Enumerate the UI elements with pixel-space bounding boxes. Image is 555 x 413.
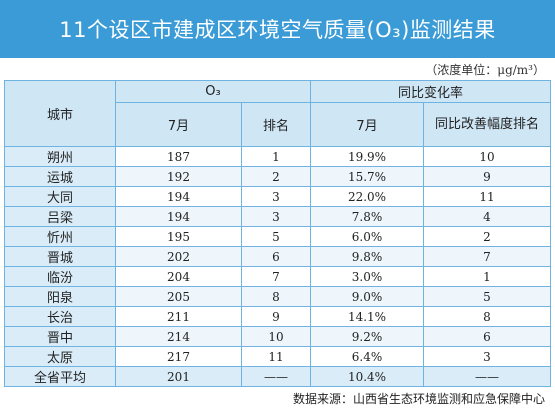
o3-value-cell: 202: [115, 246, 242, 267]
improve-rank-cell: 11: [423, 186, 551, 207]
rank-cell: 8: [241, 286, 311, 307]
improve-rank-cell: 9: [423, 166, 551, 187]
yoy-cell: 9.2%: [310, 326, 424, 347]
rank-cell: 6: [241, 246, 311, 267]
improve-rank-cell: 2: [423, 226, 551, 247]
table-row: 吕梁 194 3 7.8% 4: [4, 206, 551, 227]
table-row: 忻州 195 5 6.0% 2: [4, 226, 551, 247]
o3-value-cell: 192: [115, 166, 242, 187]
city-cell: 吕梁: [4, 206, 116, 227]
city-cell: 阳泉: [4, 286, 116, 307]
yoy-cell: 15.7%: [310, 166, 424, 187]
unit-note: （浓度单位：μg/m³）: [425, 63, 545, 77]
o3-results-table: 城市 O₃ 同比变化率 7月 排名 7月 同比改善幅度排名 朔州 187 1 19.9…: [4, 80, 551, 387]
rank-cell: 2: [241, 166, 311, 187]
yoy-cell: 7.8%: [310, 206, 424, 227]
o3-value-cell: 194: [115, 206, 242, 227]
table-row: 临汾 204 7 3.0% 1: [4, 266, 551, 287]
table-row: 阳泉 205 8 9.0% 5: [4, 286, 551, 307]
header-improve-rank: 同比改善幅度排名: [423, 102, 551, 147]
o3-value-cell: 187: [115, 146, 242, 167]
improve-rank-cell: 1: [423, 266, 551, 287]
rank-cell: 5: [241, 226, 311, 247]
yoy-cell: 6.4%: [310, 346, 424, 367]
city-cell: 晋中: [4, 326, 116, 347]
yoy-cell: 9.0%: [310, 286, 424, 307]
city-cell: 长治: [4, 306, 116, 327]
city-cell: 运城: [4, 166, 116, 187]
table-row: 朔州 187 1 19.9% 10: [4, 146, 551, 167]
o3-value-cell: 194: [115, 186, 242, 207]
city-cell: 临汾: [4, 266, 116, 287]
improve-rank-cell: 6: [423, 326, 551, 347]
table-row: 晋中 214 10 9.2% 6: [4, 326, 551, 347]
o3-value-cell: 211: [115, 306, 242, 327]
improve-rank-cell: 7: [423, 246, 551, 267]
table-row: 太原 217 11 6.4% 3: [4, 346, 551, 367]
header-city: 城市: [4, 80, 116, 147]
rank-cell: 3: [241, 206, 311, 227]
header-yoy-group: 同比变化率: [310, 80, 551, 103]
improve-rank-cell: 8: [423, 306, 551, 327]
rank-cell: 11: [241, 346, 311, 367]
yoy-cell: 22.0%: [310, 186, 424, 207]
rank-cell: 3: [241, 186, 311, 207]
o3-value-cell: 217: [115, 346, 242, 367]
table-row: 晋城 202 6 9.8% 7: [4, 246, 551, 267]
rank-cell: 7: [241, 266, 311, 287]
improve-rank-cell: 3: [423, 346, 551, 367]
rank-cell: 9: [241, 306, 311, 327]
improve-rank-cell: ——: [423, 366, 551, 387]
city-cell: 朔州: [4, 146, 116, 167]
city-cell: 忻州: [4, 226, 116, 247]
yoy-cell: 3.0%: [310, 266, 424, 287]
o3-value-cell: 205: [115, 286, 242, 307]
header-yoy-month: 7月: [310, 102, 424, 147]
table-row: 长治 211 9 14.1% 8: [4, 306, 551, 327]
o3-value-cell: 204: [115, 266, 242, 287]
city-cell: 全省平均: [4, 366, 116, 387]
table-row: 运城 192 2 15.7% 9: [4, 166, 551, 187]
yoy-cell: 19.9%: [310, 146, 424, 167]
city-cell: 太原: [4, 346, 116, 367]
header-rank: 排名: [241, 102, 311, 147]
improve-rank-cell: 10: [423, 146, 551, 167]
o3-value-cell: 195: [115, 226, 242, 247]
table-row: 全省平均 201 —— 10.4% ——: [4, 366, 551, 387]
table-body: 朔州 187 1 19.9% 10 运城 192 2 15.7% 9 大同 194 3 22.0% 11 吕梁…: [4, 146, 551, 387]
yoy-cell: 6.0%: [310, 226, 424, 247]
rank-cell: ——: [241, 366, 311, 387]
o3-value-cell: 201: [115, 366, 242, 387]
yoy-cell: 9.8%: [310, 246, 424, 267]
yoy-cell: 14.1%: [310, 306, 424, 327]
o3-value-cell: 214: [115, 326, 242, 347]
header-o3-group: O₃: [115, 80, 311, 103]
table-title: 11个设区市建成区环境空气质量(O₃)监测结果: [0, 0, 555, 58]
improve-rank-cell: 4: [423, 206, 551, 227]
header-month: 7月: [115, 102, 242, 147]
city-cell: 晋城: [4, 246, 116, 267]
table-row: 大同 194 3 22.0% 11: [4, 186, 551, 207]
city-cell: 大同: [4, 186, 116, 207]
improve-rank-cell: 5: [423, 286, 551, 307]
yoy-cell: 10.4%: [310, 366, 424, 387]
rank-cell: 1: [241, 146, 311, 167]
rank-cell: 10: [241, 326, 311, 347]
source-note: 数据来源：山西省生态环境监测和应急保障中心: [292, 392, 545, 406]
